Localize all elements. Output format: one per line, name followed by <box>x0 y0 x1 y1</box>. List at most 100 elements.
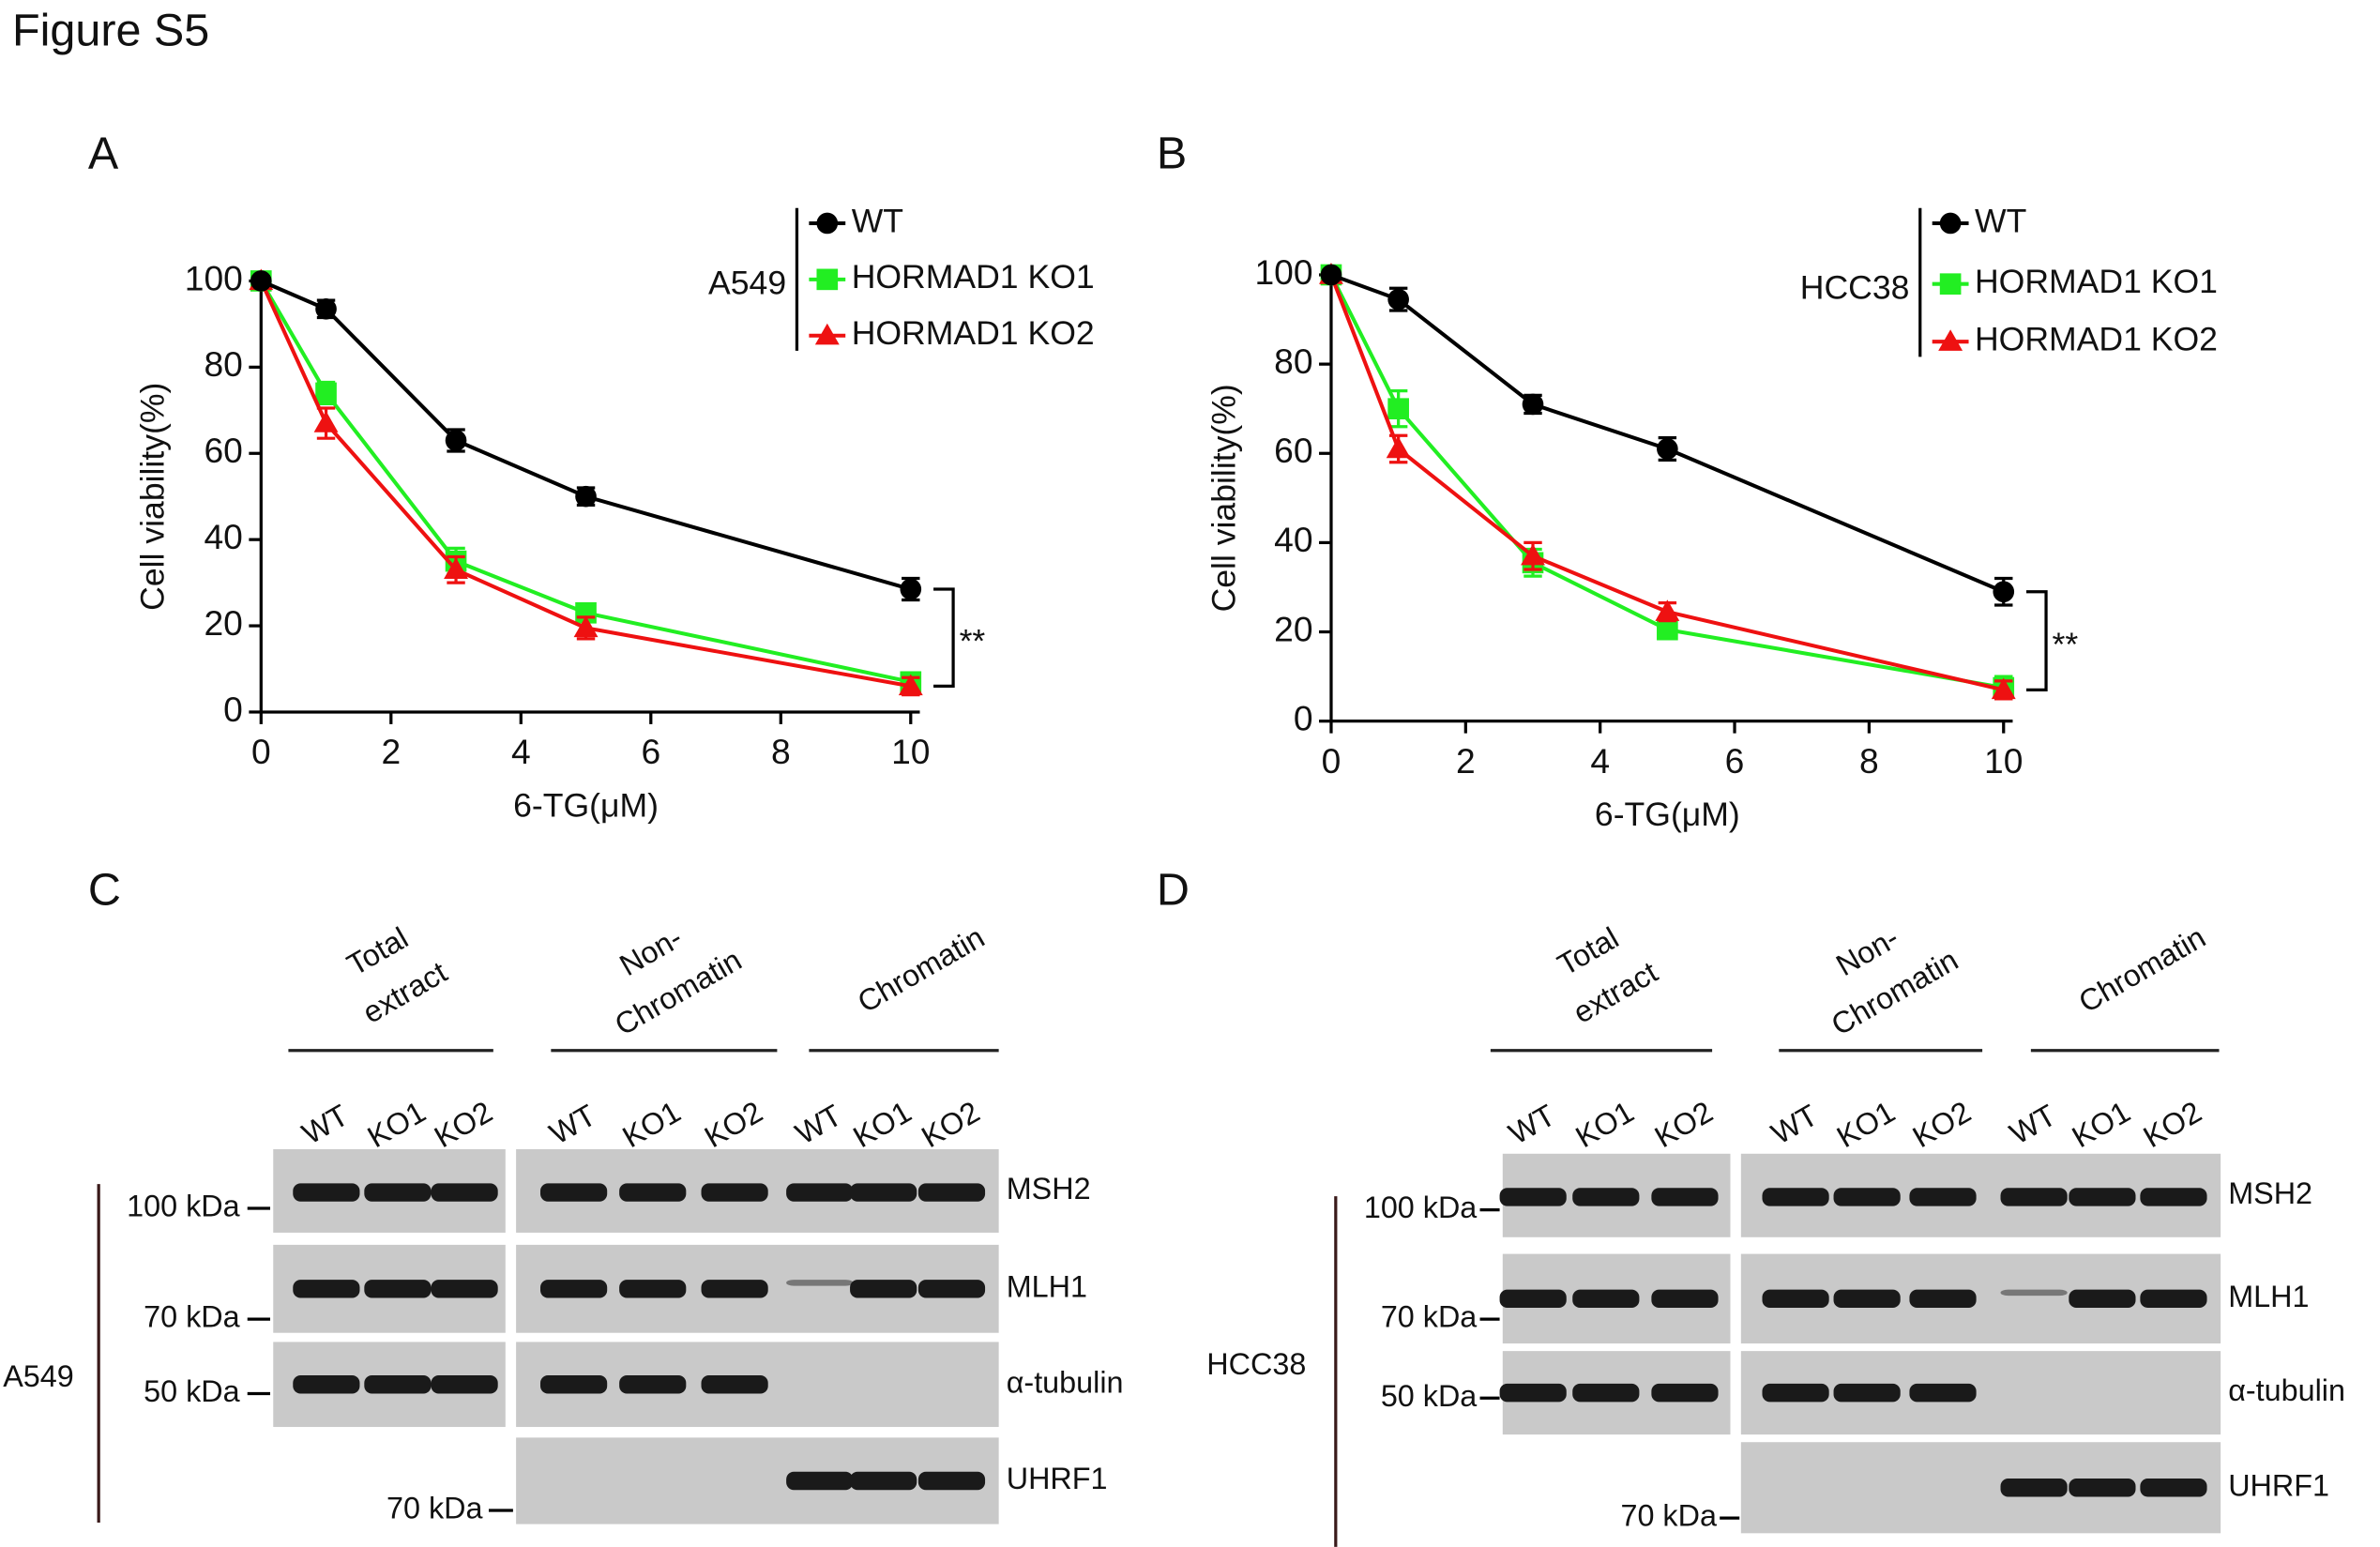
lane-label: KO2 <box>699 1095 768 1155</box>
band <box>917 1183 986 1202</box>
band <box>1909 1188 1977 1206</box>
size-marker: 70 kDa <box>144 1300 239 1334</box>
band <box>293 1280 360 1298</box>
cell-line-label: A549 <box>708 265 786 302</box>
band <box>1762 1188 1829 1206</box>
band <box>1572 1188 1640 1206</box>
band <box>1651 1383 1719 1403</box>
band <box>619 1280 687 1298</box>
band <box>917 1471 986 1491</box>
lane-label: WT <box>1766 1098 1824 1150</box>
y-axis-label: Cell viability(%) <box>133 383 171 611</box>
band <box>2069 1289 2136 1309</box>
protein-label: UHRF1 <box>1007 1462 1108 1495</box>
band <box>850 1471 917 1491</box>
band <box>540 1183 608 1202</box>
cell-line-label: HCC38 <box>1206 1347 1306 1381</box>
marker <box>1320 264 1342 286</box>
protein-label: MSH2 <box>2228 1176 2312 1210</box>
marker <box>1386 436 1411 459</box>
x-tick-label: 4 <box>511 732 531 771</box>
marker <box>898 674 923 696</box>
y-tick-label: 0 <box>1294 699 1313 738</box>
marker <box>250 270 272 292</box>
lane-label: KO1 <box>616 1095 686 1155</box>
legend-label: HORMAD1 KO1 <box>1975 263 2218 300</box>
significance-bracket <box>2026 590 2048 691</box>
band <box>2000 1188 2068 1206</box>
protein-label: α-tubulin <box>2228 1373 2345 1407</box>
band <box>540 1280 608 1298</box>
y-tick-label: 40 <box>1274 520 1312 559</box>
panel-label: D <box>1157 864 1190 915</box>
y-tick-label: 40 <box>204 517 242 556</box>
lane-label: WT <box>296 1098 355 1150</box>
legend-marker <box>814 323 840 345</box>
band <box>2140 1188 2207 1206</box>
significance-bracket <box>933 587 955 689</box>
band <box>1499 1383 1567 1403</box>
marker <box>1657 618 1678 641</box>
marker <box>444 557 468 580</box>
lane-label: WT <box>544 1098 602 1150</box>
size-marker: 100 kDa <box>127 1190 239 1223</box>
band <box>1762 1289 1829 1309</box>
band <box>293 1183 360 1202</box>
x-axis-label: 6-TG(μM) <box>513 786 659 824</box>
band <box>786 1280 854 1286</box>
band <box>1499 1289 1567 1309</box>
size-marker: 70 kDa <box>1620 1499 1716 1533</box>
y-tick-label: 20 <box>1274 609 1312 648</box>
protein-label: UHRF1 <box>2228 1468 2329 1502</box>
band <box>1833 1289 1901 1309</box>
band <box>850 1183 917 1202</box>
lane-label: KO2 <box>916 1095 985 1155</box>
band <box>431 1280 498 1298</box>
lane-label: KO1 <box>2067 1095 2136 1155</box>
significance-label: ** <box>960 623 986 660</box>
band <box>701 1375 768 1394</box>
lane-label: WT <box>1503 1098 1561 1150</box>
legend-marker <box>816 268 839 291</box>
y-axis-label: Cell viability(%) <box>1205 384 1243 612</box>
band <box>619 1183 687 1202</box>
band <box>786 1471 854 1491</box>
x-tick-label: 8 <box>1859 741 1879 781</box>
lane-label: KO2 <box>2138 1095 2207 1155</box>
y-tick-label: 100 <box>185 258 243 297</box>
band <box>1833 1383 1901 1403</box>
band <box>431 1183 498 1202</box>
band <box>1572 1289 1640 1309</box>
y-tick-label: 80 <box>204 344 242 384</box>
band <box>2069 1188 2136 1206</box>
lane-label: WT <box>2004 1098 2062 1150</box>
marker <box>445 430 467 451</box>
band <box>2000 1289 2068 1297</box>
cell-line-label: HCC38 <box>1800 269 1910 307</box>
y-tick-label: 20 <box>204 603 242 643</box>
panel-label: B <box>1157 129 1187 179</box>
marker <box>900 578 922 600</box>
band <box>701 1183 768 1202</box>
y-tick-label: 60 <box>1274 431 1312 470</box>
band <box>1499 1188 1567 1206</box>
band <box>701 1280 768 1298</box>
band <box>786 1183 854 1202</box>
x-tick-label: 6 <box>1725 741 1745 781</box>
x-axis-label: 6-TG(μM) <box>1595 796 1740 833</box>
significance-label: ** <box>2053 626 2079 663</box>
lane-label: KO2 <box>429 1095 498 1155</box>
band <box>364 1280 432 1298</box>
marker <box>1387 288 1409 311</box>
legend-label: HORMAD1 KO2 <box>852 314 1095 352</box>
protein-label: MLH1 <box>2228 1280 2309 1313</box>
marker <box>1521 543 1545 566</box>
size-marker: 50 kDa <box>144 1374 239 1408</box>
group-label: Chromatin <box>852 920 990 1020</box>
legend-marker <box>1939 273 1962 296</box>
marker <box>313 411 339 432</box>
protein-label: MLH1 <box>1007 1269 1087 1303</box>
band <box>1651 1188 1719 1206</box>
band <box>2140 1289 2207 1309</box>
